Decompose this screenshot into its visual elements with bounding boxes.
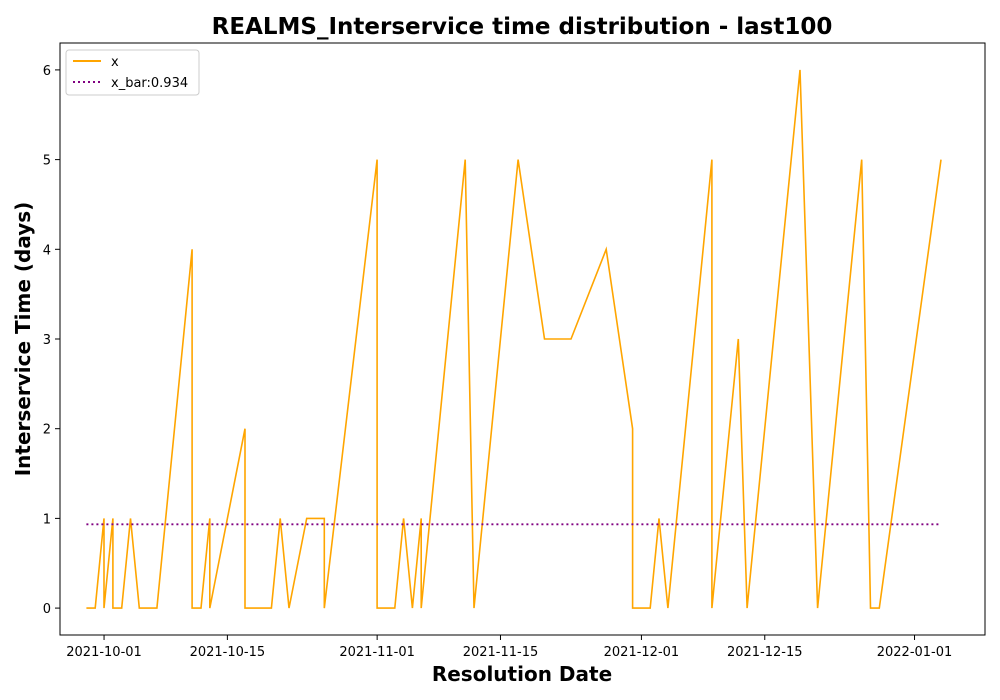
y-tick-label: 4 [43, 243, 51, 258]
chart-title: REALMS_Interservice time distribution - … [212, 14, 833, 40]
x-tick-label: 2021-11-01 [339, 645, 415, 660]
legend-label-x-bar: x_bar:0.934 [111, 76, 188, 91]
x-tick-label: 2021-10-15 [190, 645, 266, 660]
x-axis-ticks: 2021-10-01 2021-10-15 2021-11-01 2021-11-15… [66, 635, 952, 660]
x-tick-label: 2021-12-15 [727, 645, 803, 660]
y-tick-label: 2 [43, 423, 51, 438]
x-tick-label: 2021-10-01 [66, 645, 142, 660]
y-axis-label: Interservice Time (days) [11, 202, 35, 477]
y-tick-label: 3 [43, 333, 51, 348]
x-tick-label: 2021-12-01 [604, 645, 680, 660]
y-tick-label: 1 [43, 512, 51, 527]
x-tick-label: 2022-01-01 [877, 645, 953, 660]
x-tick-label: 2021-11-15 [463, 645, 539, 660]
x-axis-label: Resolution Date [432, 662, 612, 686]
y-tick-label: 0 [43, 602, 51, 617]
plot-area [59, 42, 986, 636]
y-axis-ticks: 0 1 2 3 4 5 6 [43, 64, 60, 617]
legend-label-x: x [111, 55, 119, 70]
y-tick-label: 6 [43, 64, 51, 79]
series-layer [86, 69, 942, 609]
legend: x x_bar:0.934 [65, 49, 200, 96]
series-line-x [86, 69, 942, 609]
y-tick-label: 5 [43, 154, 51, 169]
